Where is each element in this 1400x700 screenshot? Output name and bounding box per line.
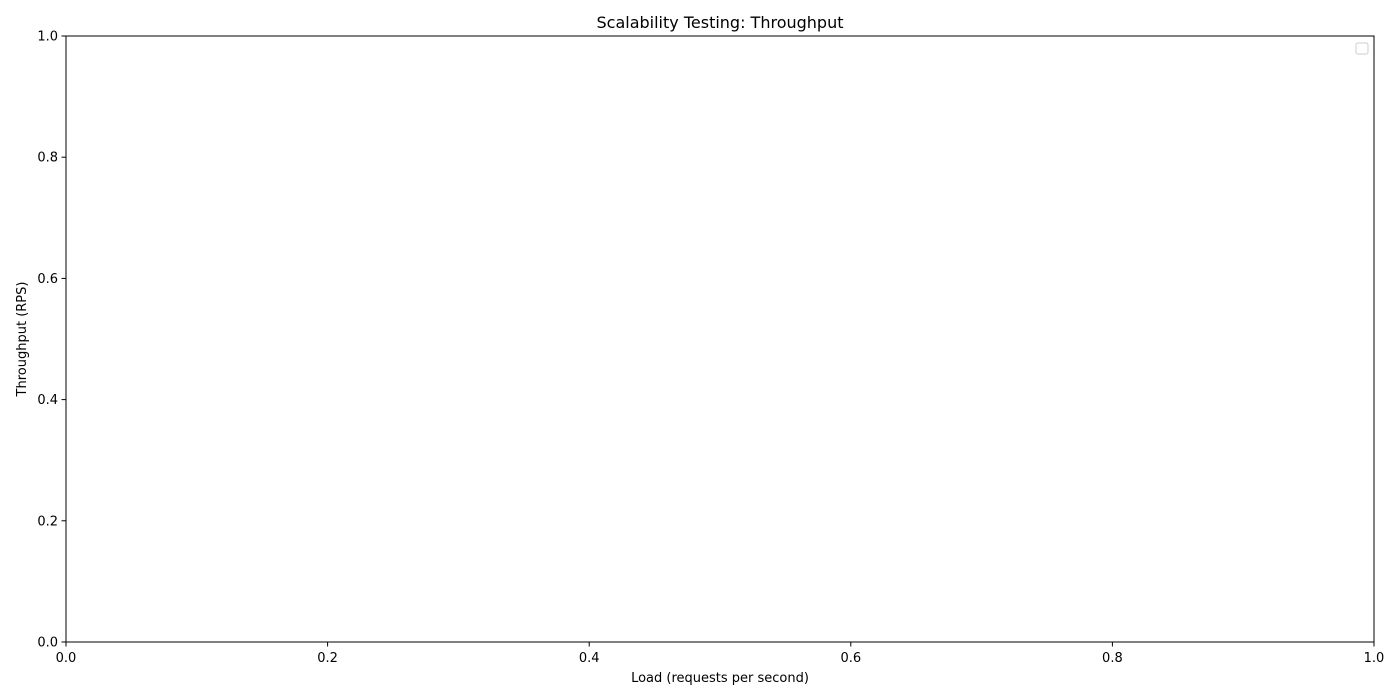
x-tick-label: 0.0 [56,651,77,666]
x-axis-ticks: 0.0 0.2 0.4 0.6 0.8 1.0 [56,642,1385,666]
x-tick-label: 0.6 [840,651,861,666]
y-axis-ticks: 0.0 0.2 0.4 0.6 0.8 1.0 [37,30,66,651]
y-tick-label: 0.0 [37,636,58,651]
x-tick-label: 0.2 [317,651,338,666]
plot-area [66,36,1374,642]
x-tick-label: 0.8 [1102,651,1123,666]
chart-title: Scalability Testing: Throughput [597,13,844,32]
y-tick-label: 0.8 [37,151,58,166]
x-tick-label: 0.4 [579,651,600,666]
y-tick-label: 1.0 [37,30,58,45]
x-tick-label: 1.0 [1364,651,1385,666]
y-tick-label: 0.6 [37,272,58,287]
y-tick-label: 0.2 [37,514,58,529]
y-axis-label: Throughput (RPS) [15,282,30,398]
y-tick-label: 0.4 [37,393,58,408]
x-axis-label: Load (requests per second) [631,671,809,686]
legend-box [1355,42,1369,55]
plot-frame [65,35,1375,643]
